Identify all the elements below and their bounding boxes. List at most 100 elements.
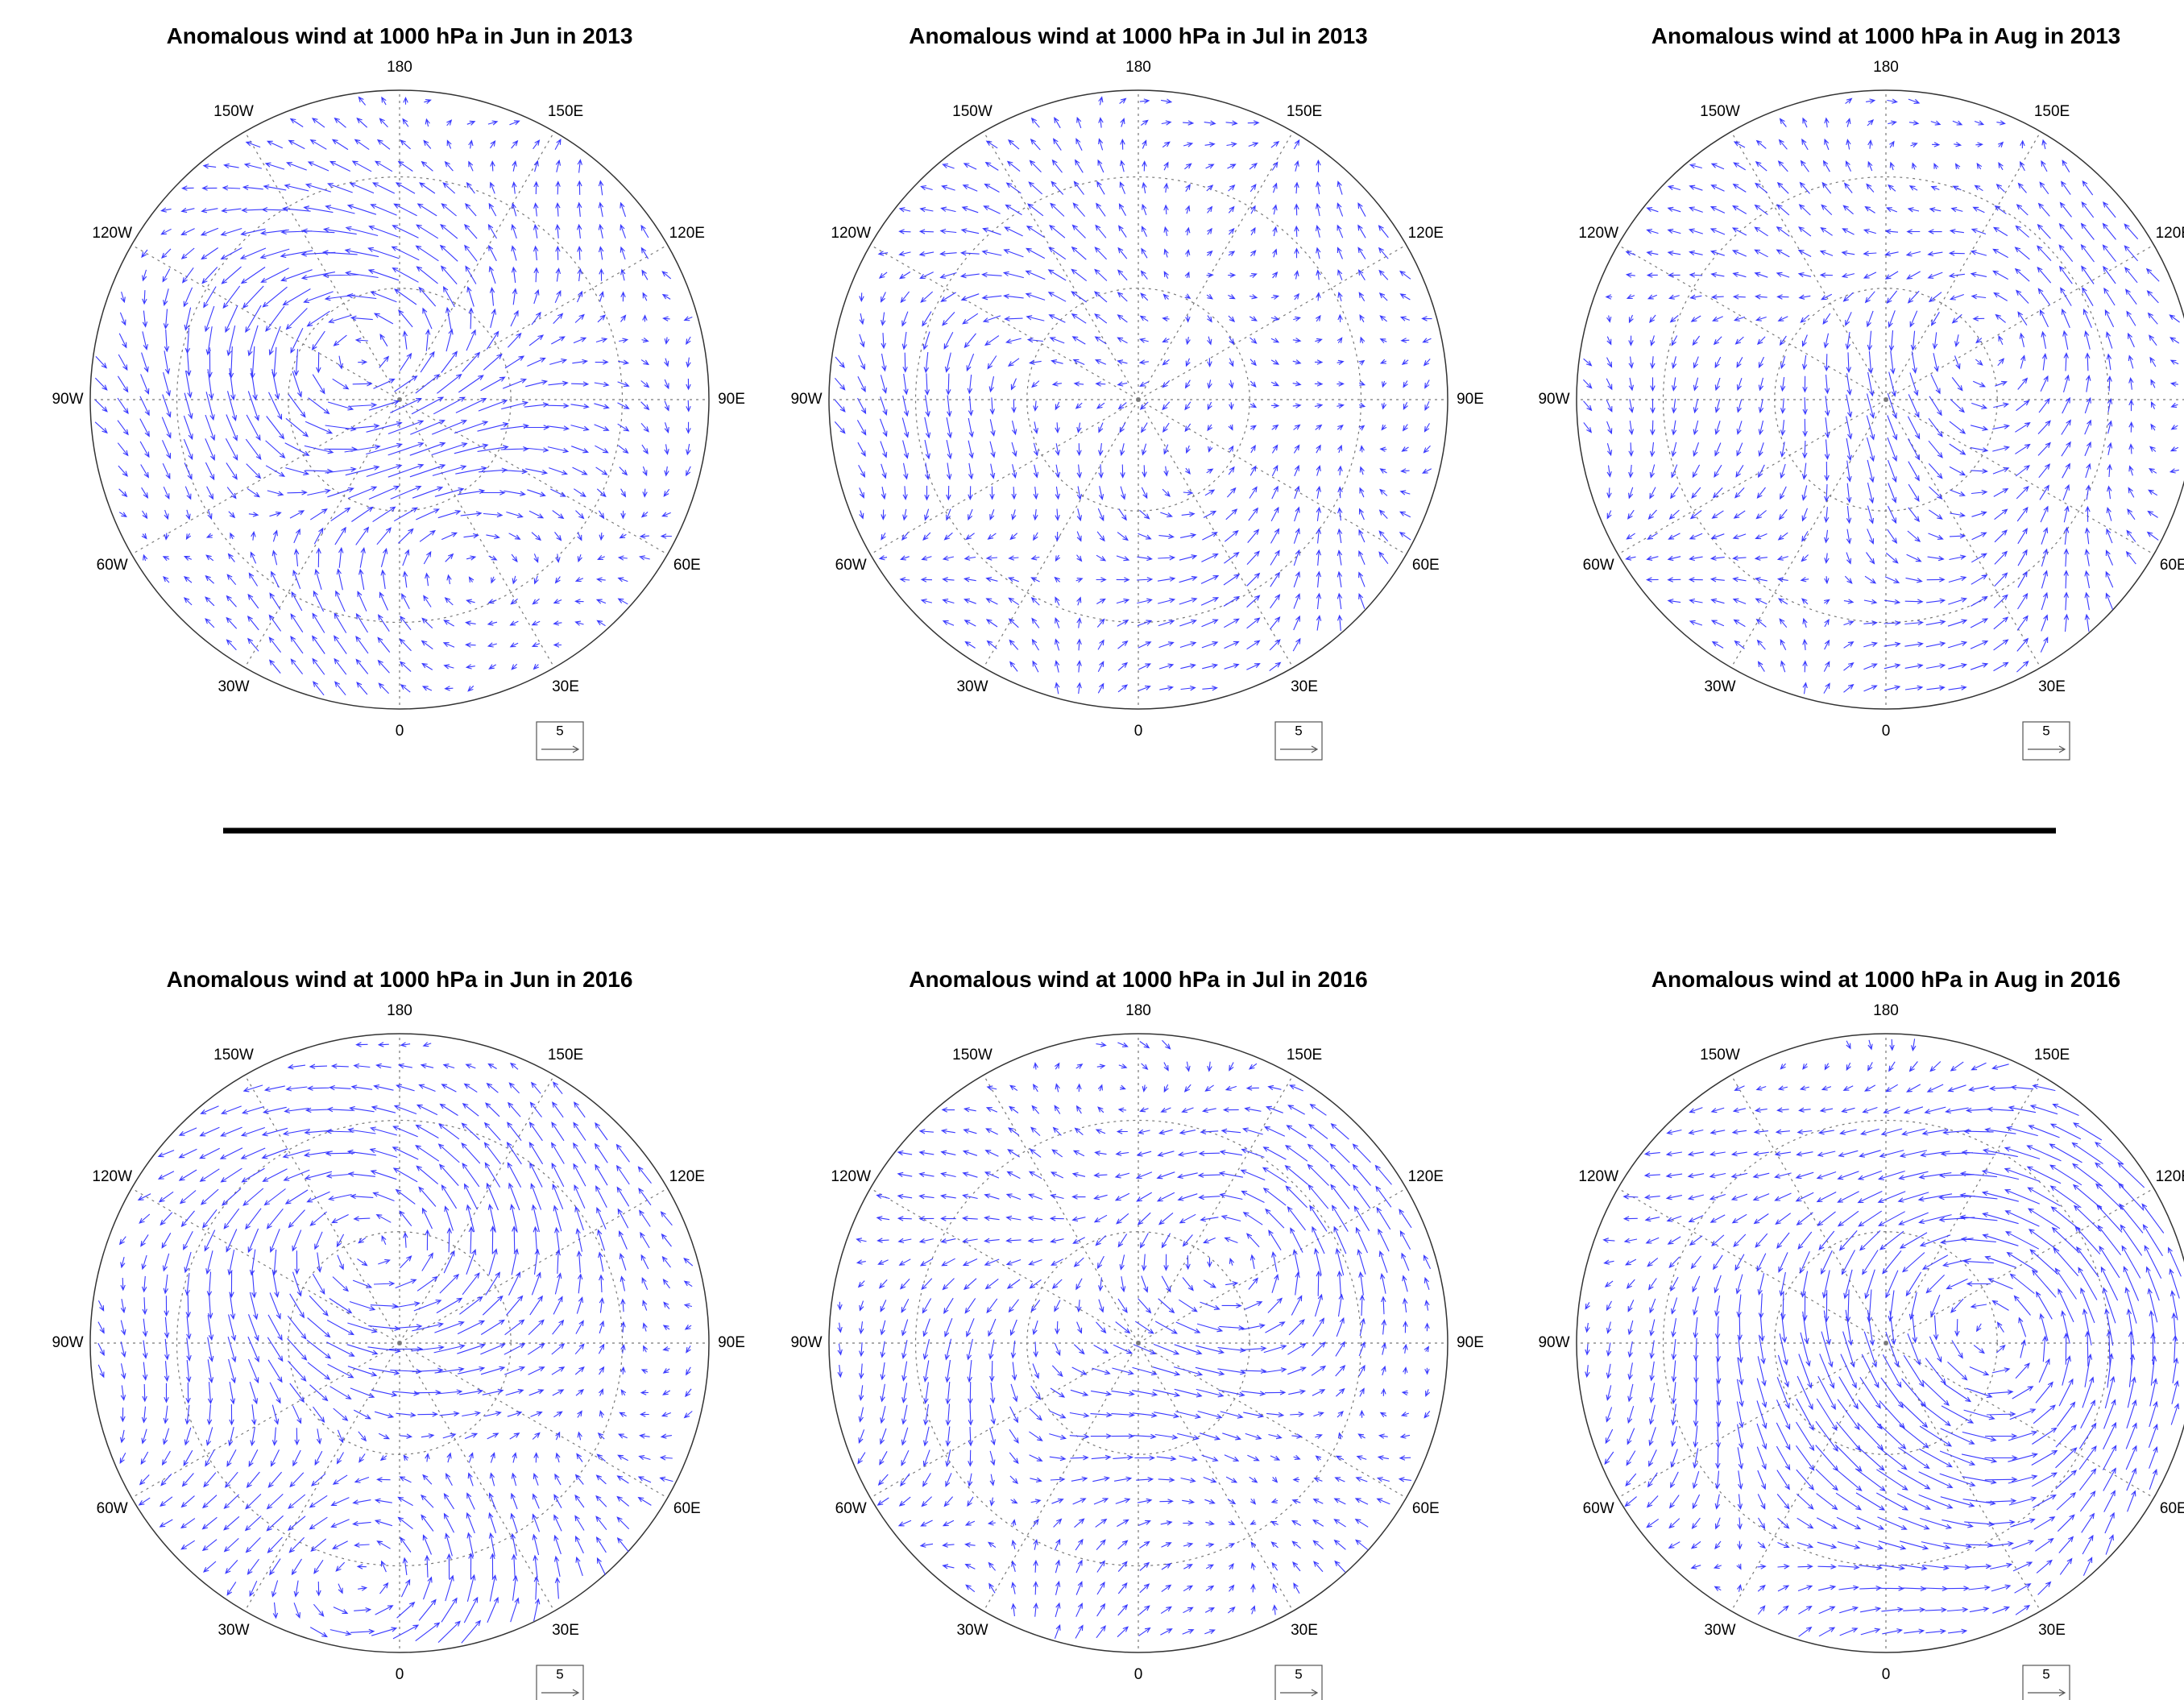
longitude-label: 120W [1578, 225, 1618, 242]
meridian [1138, 1343, 1407, 1498]
reference-vector-label: 5 [1295, 1666, 1302, 1681]
longitude-label: 150E [1287, 1047, 1322, 1064]
meridian [131, 1343, 400, 1498]
longitude-label: 90W [790, 391, 822, 408]
longitude-label: 90E [1457, 1334, 1484, 1351]
longitude-label: 90E [718, 1334, 745, 1351]
longitude-label: 180 [1873, 1002, 1899, 1019]
map-panel: Anomalous wind at 1000 hPa in Aug in 201… [1538, 23, 2184, 760]
reference-vector-label: 5 [1295, 723, 1302, 738]
meridian [1618, 1343, 1886, 1498]
longitude-label: 180 [1125, 1002, 1151, 1019]
longitude-label: 0 [396, 723, 404, 740]
meridian [984, 400, 1138, 668]
longitude-label: 30E [552, 1622, 579, 1639]
meridian [1618, 1188, 1886, 1343]
reference-vector-label: 5 [2042, 723, 2049, 738]
meridian [1886, 245, 2154, 400]
longitude-label: 90W [1538, 1334, 1569, 1351]
map-panel: Anomalous wind at 1000 hPa in Aug in 201… [1538, 967, 2184, 1700]
longitude-label: 120E [1408, 1168, 1444, 1185]
longitude-label: 60W [835, 557, 867, 574]
longitude-label: 150E [1287, 103, 1322, 120]
longitude-label: 30E [2038, 678, 2066, 695]
longitude-label: 120W [831, 1168, 871, 1185]
panel-title: Anomalous wind at 1000 hPa in Aug in 201… [1651, 23, 2120, 48]
longitude-label: 60W [97, 557, 128, 574]
longitude-label: 90W [1538, 391, 1569, 408]
meridian [245, 1343, 400, 1611]
meridian [131, 1188, 400, 1343]
longitude-label: 30E [1291, 678, 1318, 695]
longitude-label: 150W [952, 1047, 993, 1064]
longitude-label: 150W [1700, 1047, 1740, 1064]
map-panel: Anomalous wind at 1000 hPa in Jul in 201… [790, 967, 1483, 1700]
longitude-label: 180 [1125, 59, 1151, 76]
map-panel: Anomalous wind at 1000 hPa in Jun in 201… [52, 23, 744, 760]
longitude-label: 60E [1412, 557, 1440, 574]
longitude-label: 60E [2160, 557, 2184, 574]
longitude-label: 60E [1412, 1500, 1440, 1517]
longitude-label: 30W [956, 678, 988, 695]
meridian [245, 1075, 400, 1343]
longitude-label: 120E [669, 225, 705, 242]
panel-title: Anomalous wind at 1000 hPa in Jun in 201… [167, 23, 633, 48]
longitude-label: 60E [2160, 1500, 2184, 1517]
longitude-label: 0 [396, 1666, 404, 1683]
longitude-label: 0 [1134, 1666, 1143, 1683]
longitude-label: 60W [1583, 1500, 1614, 1517]
meridian [984, 131, 1138, 400]
longitude-label: 0 [1882, 1666, 1891, 1683]
reference-vector-label: 5 [556, 1666, 563, 1681]
meridian [1886, 1075, 2041, 1343]
longitude-label: 120W [92, 1168, 132, 1185]
meridian [131, 400, 400, 554]
wind-vectors [1583, 98, 2179, 694]
longitude-label: 30E [2038, 1622, 2066, 1639]
meridian [870, 400, 1138, 554]
longitude-label: 120E [2156, 225, 2184, 242]
panel-title: Anomalous wind at 1000 hPa in Jun in 201… [167, 967, 633, 992]
wind-vectors [838, 1040, 1431, 1639]
meridian [1138, 1188, 1407, 1343]
longitude-label: 30W [218, 678, 249, 695]
longitude-label: 30W [956, 1622, 988, 1639]
meridian [870, 245, 1138, 400]
meridian [400, 400, 668, 554]
longitude-label: 30W [1704, 678, 1735, 695]
longitude-label: 120E [669, 1168, 705, 1185]
longitude-label: 30W [218, 1622, 249, 1639]
longitude-label: 150E [548, 1047, 583, 1064]
longitude-label: 120W [831, 225, 871, 242]
meridian [400, 131, 554, 400]
longitude-label: 150E [2034, 103, 2070, 120]
figure: Anomalous wind at 1000 hPa in Jun in 201… [0, 0, 2184, 1700]
longitude-label: 30W [1704, 1622, 1735, 1639]
panel-title: Anomalous wind at 1000 hPa in Aug in 201… [1651, 967, 2120, 992]
longitude-label: 90E [718, 391, 745, 408]
longitude-label: 0 [1134, 723, 1143, 740]
meridian [1138, 400, 1407, 554]
longitude-label: 120E [2156, 1168, 2184, 1185]
meridian [1731, 1075, 1886, 1343]
meridian [400, 400, 554, 668]
meridian [400, 1188, 668, 1343]
longitude-label: 120E [1408, 225, 1444, 242]
map-panel: Anomalous wind at 1000 hPa in Jul in 201… [790, 23, 1483, 760]
meridian [1138, 245, 1407, 400]
longitude-label: 90W [52, 391, 83, 408]
meridian [1138, 1343, 1293, 1611]
meridian [400, 1343, 554, 1611]
meridian [400, 1343, 668, 1498]
meridian [1138, 131, 1293, 400]
meridian [1886, 1343, 2154, 1498]
meridian [870, 1343, 1138, 1498]
map-panel: Anomalous wind at 1000 hPa in Jun in 201… [52, 967, 744, 1700]
meridian [1886, 400, 2154, 554]
longitude-label: 150W [213, 1047, 254, 1064]
wind-vectors [98, 1043, 693, 1644]
longitude-label: 150E [2034, 1047, 2070, 1064]
meridian [131, 245, 400, 400]
panel-title: Anomalous wind at 1000 hPa in Jul in 201… [909, 23, 1368, 48]
longitude-label: 180 [1873, 59, 1899, 76]
